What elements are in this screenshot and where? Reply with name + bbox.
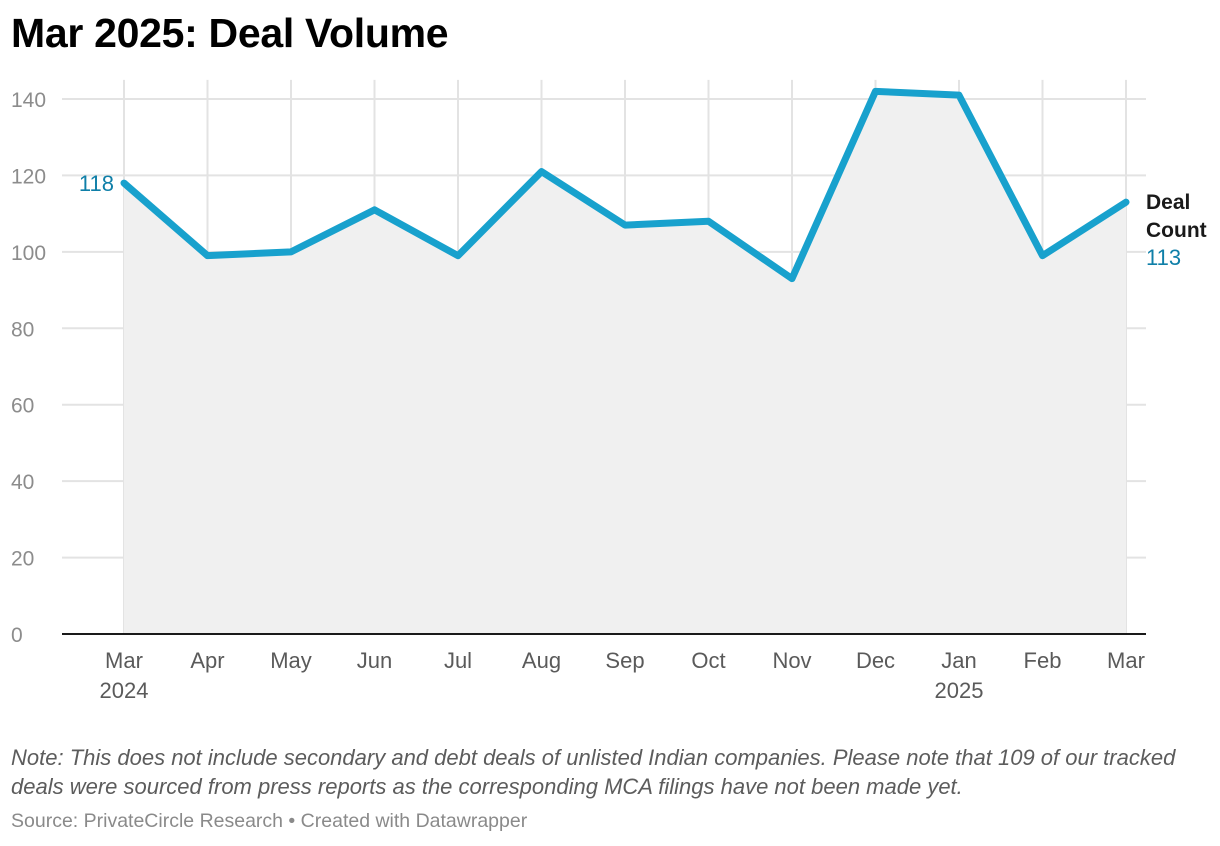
y-tick-140: 140 [11,89,46,112]
deal-count-line [120,87,1130,283]
x-tick-month-11: Feb [1024,648,1062,673]
deal-count-area [124,91,1126,635]
last-value-label: 113 [1146,245,1181,270]
first-value-label: 118 [79,171,114,196]
y-tick-60: 60 [11,395,34,418]
x-tick-month-3: Jun [357,648,392,673]
chart-source: Source: PrivateCircle Research • Created… [11,810,528,832]
x-tick-month-8: Nov [772,648,811,673]
x-tick-month-4: Jul [444,648,472,673]
x-tick-year-0: 2024 [100,678,149,703]
x-tick-month-10: Jan [941,648,976,673]
series-name-line-1: Count [1146,219,1207,242]
x-tick-month-0: Mar [105,648,143,673]
y-tick-120: 120 [11,165,46,188]
y-tick-40: 40 [11,471,34,494]
series-name-label: Deal Count [1146,191,1207,242]
series-name-line-0: Deal [1146,191,1190,214]
chart-title: Mar 2025: Deal Volume [11,10,449,56]
x-tick-month-7: Oct [691,648,725,673]
y-tick-0: 0 [11,624,23,647]
y-tick-80: 80 [11,318,34,341]
y-tick-100: 100 [11,242,46,265]
y-tick-labels: 0 20 40 60 80 100 120 140 [11,89,46,647]
x-tick-month-6: Sep [605,648,644,673]
x-tick-labels: Mar 2024 Apr May Jun Jul Aug Sep Oct Nov Dec Jan 202… [100,648,1145,703]
x-tick-month-1: Apr [190,648,224,673]
x-tick-month-5: Aug [522,648,561,673]
x-tick-year-10: 2025 [935,678,984,703]
chart-note: Note: This does not include secondary an… [11,745,1176,799]
x-tick-month-12: Mar [1107,648,1145,673]
y-tick-20: 20 [11,548,34,571]
x-tick-month-9: Dec [856,648,895,673]
x-tick-month-2: May [270,648,312,673]
